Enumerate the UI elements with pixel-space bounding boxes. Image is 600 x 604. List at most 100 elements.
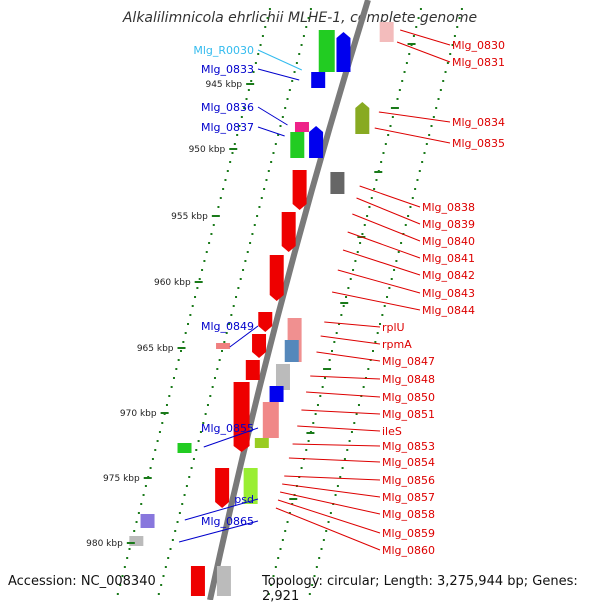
track-dot [430,125,433,127]
right-gene-label: Mlg_0860 [382,544,435,557]
track-dot [428,134,431,136]
track-dot [417,17,420,19]
right-label-connector [292,443,381,447]
track-dot [353,422,356,424]
right-label-connector [297,425,381,432]
track-dot [202,422,205,424]
track-dot [185,485,188,487]
track-dot [346,449,349,451]
gene-gray [216,566,231,596]
track-dot [335,332,338,334]
track-dot [184,332,187,334]
gene-blue [311,72,326,88]
track-dot [142,494,145,496]
gene-green-shape [177,443,192,453]
track-dot [325,530,328,532]
track-dot [321,386,324,388]
gene-red-shape [258,312,273,332]
gene-pink [379,22,394,42]
track-dot [460,8,463,10]
track-dot [409,206,412,208]
track-dot [162,575,165,577]
track-dot [165,404,168,406]
left-gene-label: Mlg_0849 [201,320,254,333]
track-dot [201,269,204,271]
track-dot [398,89,401,91]
track-dot [307,440,310,442]
right-label-connector [301,409,381,415]
track-dot [279,125,282,127]
track-dot [373,188,376,190]
track-dot [175,368,178,370]
track-dot [379,323,382,325]
right-gene-label: Mlg_0841 [422,252,475,265]
track-dot [340,314,343,316]
gene-lavender [140,514,155,528]
track-dot [397,251,400,253]
right-gene-label: Mlg_0848 [382,373,435,386]
track-dot [174,530,177,532]
track-dot [328,359,331,361]
track-dot [177,359,180,361]
right-label-connector [288,457,381,463]
track-dot [261,35,264,37]
track-dot [281,539,284,541]
right-gene-label: Mlg_0851 [382,408,435,421]
gene-blue-shape [309,126,324,158]
track-dot [334,494,337,496]
track-dot [158,431,161,433]
track-dot [232,305,235,307]
left-label-connector [203,427,259,448]
track-dot [199,431,202,433]
kbp-tick-label: 970 kbp [120,409,157,419]
track-dot [171,539,174,541]
track-dot [154,449,157,451]
left-gene-labels: Mlg_R0030 Mlg_0833 Mlg_0836 Mlg_0837 Mlg_084… [178,44,303,543]
track-dot [298,53,301,55]
track-dot [226,170,229,172]
track-dot [279,548,282,550]
track-dot [291,80,294,82]
track-dot [396,98,399,100]
track-dot [359,242,362,244]
track-dot [274,566,277,568]
track-dot [266,17,269,19]
track-dot [137,512,140,514]
gene-green-shape [290,132,305,158]
track-dot [172,377,175,379]
track-dot [319,395,322,397]
gene-green [290,132,305,158]
track-dot [272,152,275,154]
track-dot [249,242,252,244]
gene-blue-shape [336,32,351,72]
track-dot [380,161,383,163]
kbp-tick-label: 955 kbp [171,212,208,222]
track-dot [376,332,379,334]
track-dot [252,71,255,73]
track-dot [329,512,332,514]
track-dot [194,296,197,298]
track-dot [161,422,164,424]
track-dot [264,26,267,28]
track-dot [268,8,271,10]
track-dot [229,161,232,163]
right-gene-label: Mlg_0831 [452,56,505,69]
track-dot [236,134,239,136]
track-dot [251,233,254,235]
track-dot [300,44,303,46]
gene-red [190,566,205,596]
gene-blue [309,126,324,158]
track-dot [240,116,243,118]
track-dot [453,35,456,37]
track-dot [223,341,226,343]
track-dot [222,188,225,190]
track-dot [446,62,449,64]
track-dot [343,458,346,460]
gene-red [292,170,307,210]
track-dot [167,557,170,559]
track-dot [267,593,270,595]
track-dot [327,521,330,523]
track-dot [412,35,415,37]
gene-red-shape [215,468,230,508]
kbp-tick-label: 945 kbp [205,80,242,90]
